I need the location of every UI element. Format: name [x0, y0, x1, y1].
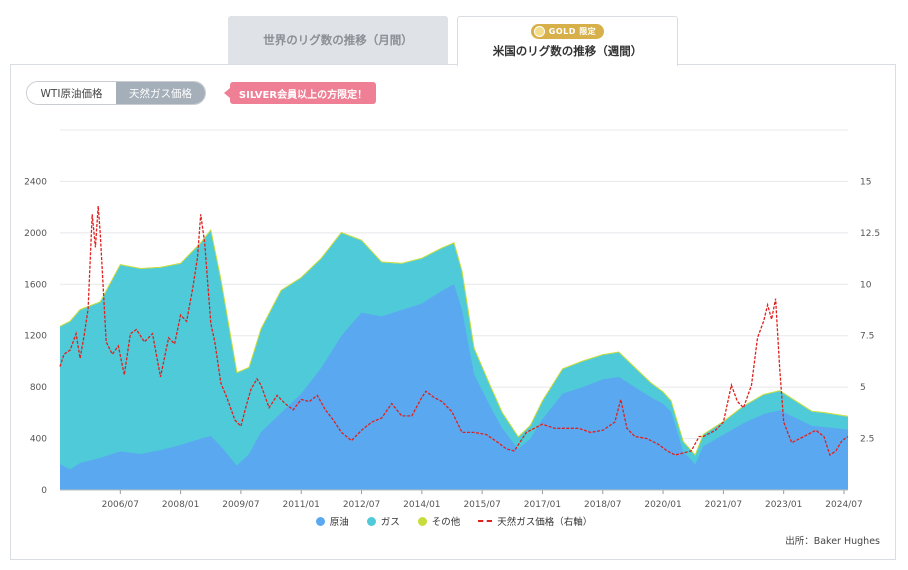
- x-tick-label: 2015/07: [463, 500, 500, 510]
- chart-areas: [59, 228, 849, 491]
- x-tick-label: 2012/07: [343, 500, 380, 510]
- y-right-tick-label: 2.5: [860, 435, 874, 445]
- y-left-tick-label: 1600: [24, 280, 47, 290]
- legend-item-oil[interactable]: 原油: [315, 514, 349, 528]
- x-tick-label: 2020/01: [644, 500, 681, 510]
- y-right-tick-label: 7.5: [860, 332, 874, 342]
- gold-badge: GOLD 限定: [530, 24, 605, 39]
- chart-price-line: [59, 206, 849, 457]
- legend-price-label: 天然ガス価格（右軸）: [497, 517, 593, 528]
- tab-weekly-us-rigs[interactable]: GOLD 限定 米国のリグ数の推移（週間）: [457, 16, 678, 66]
- gold-badge-label: GOLD 限定: [548, 27, 597, 36]
- y-right-tick-label: 5: [860, 383, 866, 393]
- source-credit: 出所：Baker Hughes: [785, 536, 880, 547]
- legend-gas-label: ガス: [380, 517, 400, 528]
- tab-monthly-world-rigs[interactable]: 世界のリグ数の推移（月間）: [228, 16, 448, 64]
- x-tick-label: 2008/01: [162, 500, 199, 510]
- legend-item-price[interactable]: 天然ガス価格（右軸）: [478, 514, 592, 528]
- gas-price-line: [59, 206, 849, 457]
- y-right-tick-label: 15: [860, 177, 871, 187]
- legend-gas-swatch: [366, 516, 376, 526]
- x-tick-label: 2011/01: [283, 500, 320, 510]
- x-tick-label: 2009/07: [222, 500, 259, 510]
- y-left-tick-label: 2000: [24, 229, 47, 239]
- y-right-tick-label: 10: [860, 280, 872, 290]
- tab-weekly-label: 米国のリグ数の推移（週間）: [492, 44, 643, 58]
- oil-area: [60, 284, 848, 490]
- y-left-tick-label: 400: [30, 435, 47, 445]
- x-tick-label: 2006/07: [102, 500, 139, 510]
- legend-price-swatch: [478, 520, 493, 522]
- silver-member-notice: SILVER会員以上の方限定！: [224, 82, 376, 104]
- x-tick-label: 2021/07: [705, 500, 742, 510]
- y-left-tick-label: 0: [41, 486, 47, 496]
- legend-oil-swatch: [315, 516, 325, 526]
- y-left-tick-label: 1200: [24, 332, 47, 342]
- legend-other-label: その他: [431, 517, 461, 528]
- other-area: [59, 228, 849, 456]
- legend-item-other[interactable]: その他: [417, 514, 461, 528]
- chart-legend: 原油 ガス その他 天然ガス価格（右軸）: [0, 514, 908, 528]
- x-tick-label: 2018/07: [584, 500, 621, 510]
- legend-other-swatch: [417, 516, 427, 526]
- y-right-tick-label: 12.5: [860, 229, 880, 239]
- tab-monthly-label: 世界のリグ数の推移（月間）: [263, 33, 413, 47]
- price-toggle: WTI原油価格 天然ガス価格: [26, 81, 206, 105]
- y-left-tick-label: 2400: [24, 177, 47, 187]
- chart-axes: 0 400 800 1200 1600 2000 2400 2.5 5 7.5 10 12.5 15 20…: [24, 177, 880, 510]
- x-tick-label: 2014/01: [403, 500, 440, 510]
- toggle-gas-button[interactable]: 天然ガス価格: [116, 82, 205, 104]
- x-tick-label: 2023/01: [765, 500, 802, 510]
- x-tick-label: 2017/01: [524, 500, 561, 510]
- gold-coin-icon: [533, 26, 545, 37]
- toggle-wti-button[interactable]: WTI原油価格: [27, 82, 116, 104]
- legend-oil-label: 原油: [329, 517, 349, 528]
- x-tick-label: 2024/07: [825, 500, 862, 510]
- y-left-tick-label: 800: [30, 383, 47, 393]
- legend-item-gas[interactable]: ガス: [366, 514, 400, 528]
